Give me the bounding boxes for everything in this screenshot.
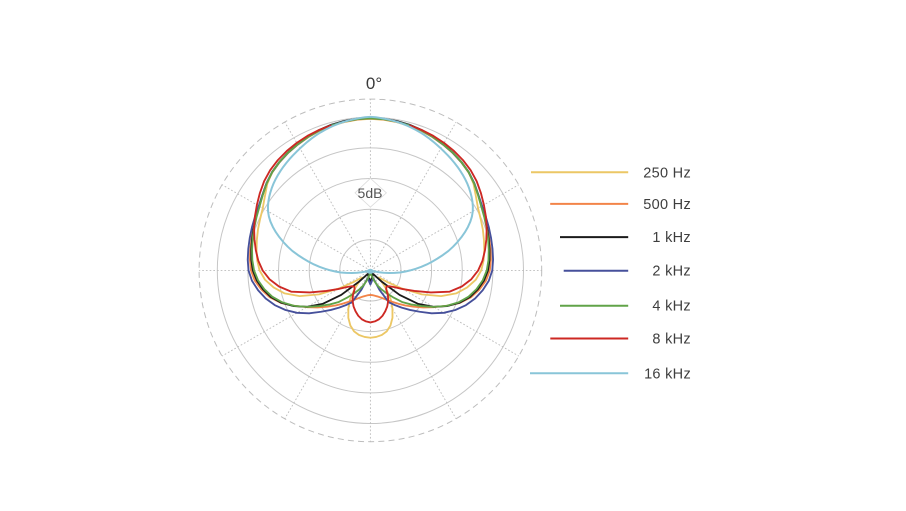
svg-text:2 kHz: 2 kHz	[652, 264, 691, 280]
svg-text:250 Hz: 250 Hz	[643, 165, 691, 181]
svg-text:16 kHz: 16 kHz	[644, 366, 691, 382]
svg-text:0°: 0°	[366, 74, 382, 93]
svg-text:4 kHz: 4 kHz	[652, 299, 691, 315]
svg-text:500 Hz: 500 Hz	[643, 197, 691, 213]
svg-text:5dB: 5dB	[358, 185, 383, 201]
svg-text:8 kHz: 8 kHz	[652, 332, 691, 348]
svg-text:1 kHz: 1 kHz	[652, 230, 691, 246]
